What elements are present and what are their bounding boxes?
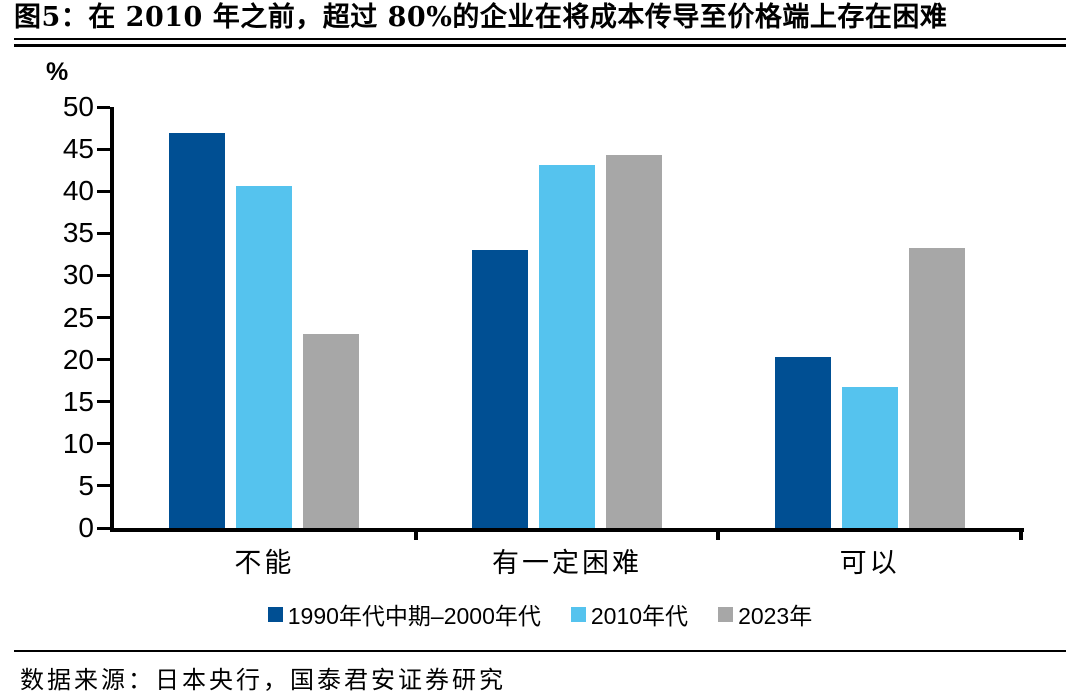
- legend-item: 1990年代中期–2000年代: [267, 597, 541, 631]
- y-tick-mark: [97, 273, 110, 277]
- y-tick-label: 40: [62, 175, 94, 207]
- bar-s0-c2: [774, 357, 831, 528]
- title-underline-bottom: [14, 44, 1066, 47]
- legend-item: 2023年: [718, 597, 812, 631]
- y-tick-mark: [97, 358, 110, 362]
- y-tick-mark: [97, 316, 110, 319]
- legend-item: 2010年代: [570, 597, 689, 631]
- legend-swatch: [267, 606, 283, 622]
- legend-label: 2010年代: [590, 603, 689, 629]
- bar-s0-c0: [169, 133, 226, 528]
- y-tick-mark: [97, 147, 110, 151]
- legend-swatch: [570, 606, 586, 622]
- bar-s2-c1: [606, 154, 662, 528]
- y-tick-label: 20: [62, 343, 94, 375]
- bar-s2-c0: [303, 334, 360, 528]
- y-tick-label: 15: [62, 385, 94, 417]
- bar-s2-c2: [908, 248, 965, 528]
- x-tick-mark: [1019, 532, 1023, 540]
- category-label: 有一定困难: [492, 548, 642, 579]
- legend-label: 1990年代中期–2000年代: [287, 603, 541, 629]
- y-tick-label: 50: [62, 91, 94, 122]
- y-tick-label: 30: [62, 259, 94, 291]
- y-tick-label: 0: [78, 512, 94, 543]
- y-tick-mark: [97, 231, 110, 235]
- y-axis-unit-label: %: [46, 58, 69, 86]
- y-tick-label: 25: [62, 301, 94, 333]
- y-tick-label: 45: [62, 133, 94, 165]
- y-tick-mark: [97, 484, 110, 488]
- x-tick-mark: [716, 532, 721, 540]
- title-underline-top: [14, 38, 1066, 40]
- y-tick-label: 5: [78, 469, 94, 501]
- y-tick-mark: [97, 189, 110, 193]
- source-note: 数据来源：日本央行，国泰君安证券研究: [20, 666, 506, 694]
- y-tick-label: 35: [62, 217, 94, 249]
- y-tick-label: 10: [62, 427, 94, 459]
- x-axis-line: [110, 528, 1024, 532]
- bar-s1-c2: [841, 386, 898, 528]
- bar-s0-c1: [472, 250, 528, 528]
- x-tick-mark: [413, 532, 418, 540]
- legend-swatch: [718, 606, 734, 622]
- figure-title: 图5：在 2010 年之前，超过 80%的企业在将成本传导至价格端上存在困难: [14, 2, 948, 33]
- legend-label: 2023年: [738, 603, 813, 629]
- category-label: 不能: [234, 548, 295, 579]
- y-tick-mark: [97, 442, 110, 446]
- bar-s1-c1: [539, 165, 595, 528]
- category-label: 可以: [839, 548, 900, 579]
- y-tick-mark: [97, 105, 110, 109]
- y-axis-line: [110, 107, 114, 532]
- y-tick-mark: [97, 526, 110, 530]
- legend: 1990年代中期–2000年代 2010年代 2023年: [0, 597, 1080, 631]
- bar-s1-c0: [236, 186, 293, 528]
- y-tick-mark: [97, 400, 110, 404]
- footer-rule: [14, 650, 1066, 652]
